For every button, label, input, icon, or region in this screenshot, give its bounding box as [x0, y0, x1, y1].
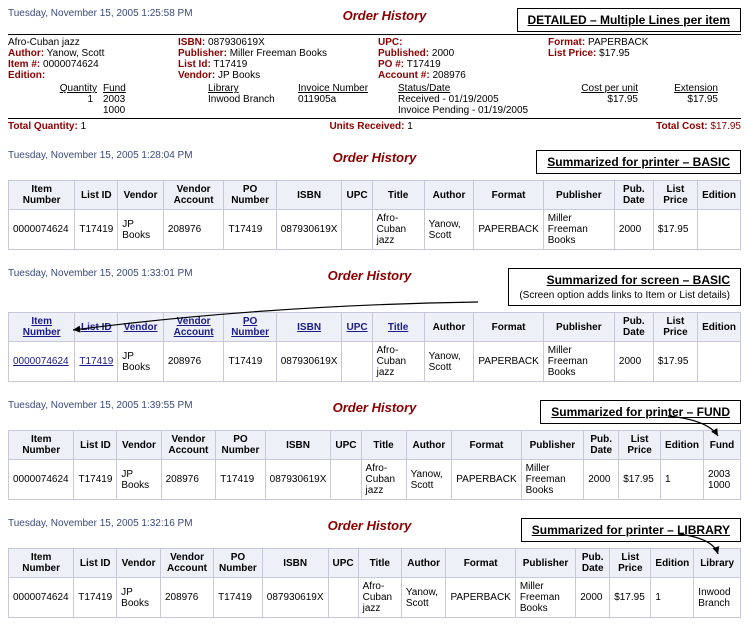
col-title-link[interactable]: Title [372, 313, 424, 342]
timestamp-library: Tuesday, November 15, 2005 1:32:16 PM [8, 518, 268, 529]
annotation-library: Summarized for printer – LIBRARY [521, 518, 741, 542]
detailed-item-header: Afro-Cuban jazz ISBN: 087930619X UPC: Fo… [8, 37, 741, 81]
table-row: 0000074624T17419JP Books 208976T17419087… [9, 578, 741, 618]
col-upc-link[interactable]: UPC [342, 313, 372, 342]
col-listid-link[interactable]: List ID [75, 313, 118, 342]
section-basic-printer: Tuesday, November 15, 2005 1:28:04 PM Or… [8, 150, 741, 250]
table-basic-printer: Item NumberList IDVendor Vendor AccountP… [8, 180, 741, 250]
col-pono-link[interactable]: PO Number [224, 313, 276, 342]
annotation-fund: Summarized for printer – FUND [540, 400, 741, 424]
col-itemno-link[interactable]: Item Number [9, 313, 75, 342]
order-history-title: Order History [343, 8, 427, 23]
list-id-link[interactable]: T17419 [79, 356, 113, 367]
timestamp-basic-screen: Tuesday, November 15, 2005 1:33:01 PM [8, 268, 268, 279]
col-vacct-link[interactable]: Vendor Account [163, 313, 224, 342]
table-header-row: Item Number List ID Vendor Vendor Accoun… [9, 313, 741, 342]
table-header-row: Item NumberList IDVendor Vendor AccountP… [9, 431, 741, 460]
annotation-detailed: DETAILED – Multiple Lines per item [517, 8, 741, 32]
table-library: Item NumberList IDVendor Vendor AccountP… [8, 548, 741, 618]
table-fund: Item NumberList IDVendor Vendor AccountP… [8, 430, 741, 500]
timestamp-basic-printer: Tuesday, November 15, 2005 1:28:04 PM [8, 150, 268, 161]
section-detailed: Tuesday, November 15, 2005 1:25:58 PM Or… [8, 8, 741, 132]
timestamp-fund: Tuesday, November 15, 2005 1:39:55 PM [8, 400, 268, 411]
item-number-link[interactable]: 0000074624 [13, 356, 69, 367]
table-basic-screen: Item Number List ID Vendor Vendor Accoun… [8, 312, 741, 382]
table-header-row: Item NumberList IDVendor Vendor AccountP… [9, 549, 741, 578]
detailed-column-headers: Quantity Fund Library Invoice Number Sta… [8, 83, 741, 94]
col-isbn-link[interactable]: ISBN [276, 313, 342, 342]
table-row: 0000074624 T17419 JP Books208976T17419 0… [9, 342, 741, 382]
section-fund: Tuesday, November 15, 2005 1:39:55 PM Or… [8, 400, 741, 500]
col-vendor-link[interactable]: Vendor [118, 313, 164, 342]
table-header-row: Item NumberList IDVendor Vendor AccountP… [9, 181, 741, 210]
section-library: Tuesday, November 15, 2005 1:32:16 PM Or… [8, 518, 741, 618]
annotation-basic-printer: Summarized for printer – BASIC [536, 150, 741, 174]
table-row: 0000074624T17419JP Books 208976T17419087… [9, 460, 741, 500]
timestamp-detailed: Tuesday, November 15, 2005 1:25:58 PM [8, 8, 268, 19]
section-basic-screen: Tuesday, November 15, 2005 1:33:01 PM Or… [8, 268, 741, 382]
detailed-data-row: 1 2003 1000 Inwood Branch 011905a Receiv… [8, 94, 741, 116]
annotation-basic-screen: Summarized for screen – BASIC (Screen op… [508, 268, 741, 306]
detailed-totals: Total Quantity: 1 Units Received: 1 Tota… [8, 121, 741, 132]
table-row: 0000074624T17419JP Books 208976T17419087… [9, 210, 741, 250]
